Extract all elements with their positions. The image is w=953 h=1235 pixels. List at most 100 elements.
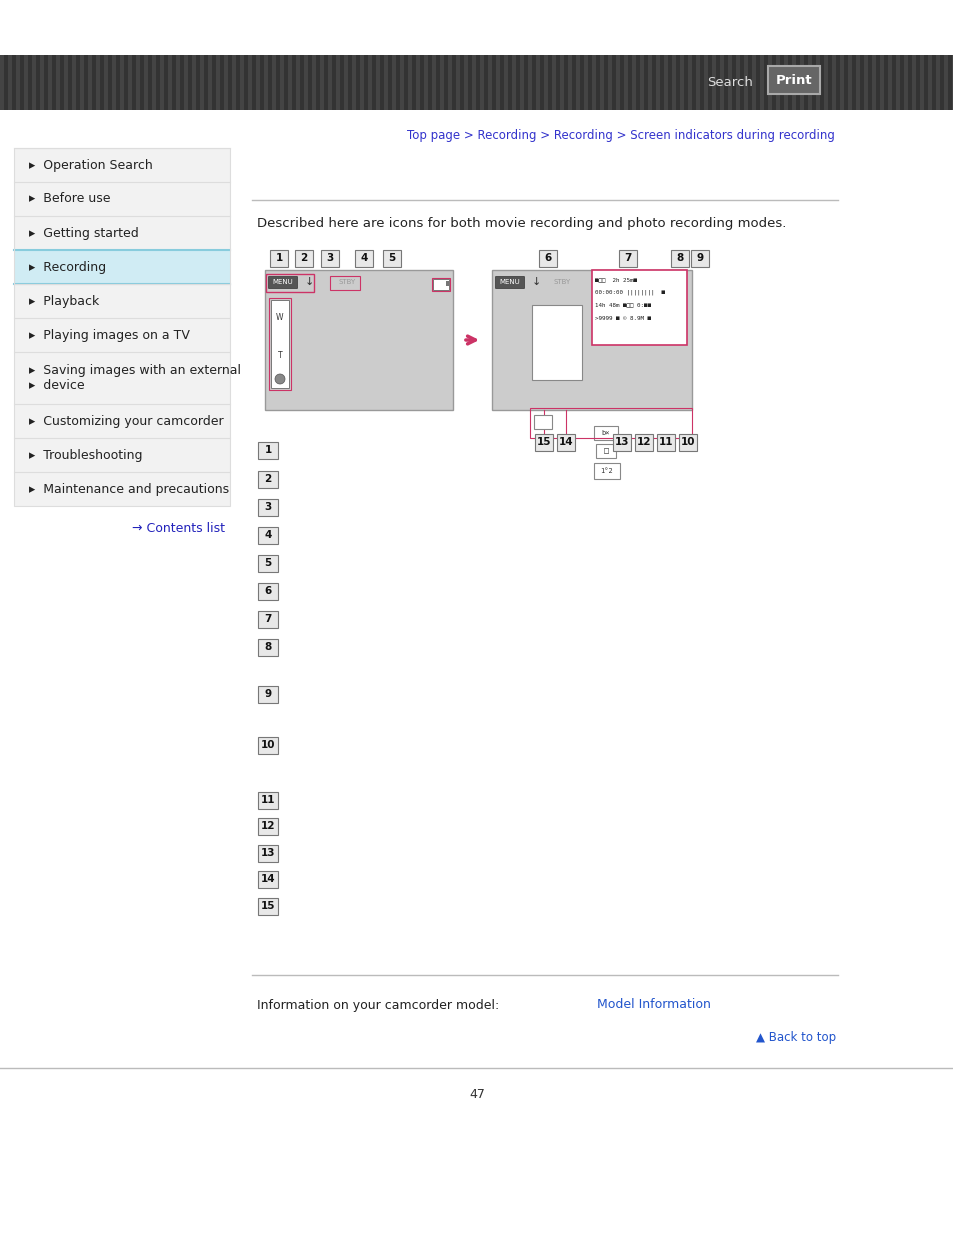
Text: b×: b× [601, 430, 610, 436]
Bar [16, 56, 20, 110]
Bar [763, 56, 767, 110]
Bar [208, 56, 212, 110]
Bar [599, 56, 603, 110]
Bar [257, 871, 277, 888]
Bar [395, 56, 399, 110]
Text: 11: 11 [260, 795, 275, 805]
Bar [28, 56, 32, 110]
Text: 13: 13 [614, 437, 629, 447]
Bar [14, 249, 230, 284]
Bar [747, 56, 751, 110]
Bar [787, 56, 791, 110]
Bar [835, 56, 840, 110]
Text: STBY: STBY [338, 279, 355, 285]
Bar [375, 56, 379, 110]
Text: ▸  Customizing your camcorder: ▸ Customizing your camcorder [29, 415, 223, 427]
Bar [895, 56, 899, 110]
Bar [364, 56, 368, 110]
Text: → Contents list: → Contents list [132, 521, 225, 535]
Bar [436, 56, 439, 110]
Text: ▸  device: ▸ device [29, 379, 85, 391]
Bar [899, 56, 903, 110]
Bar [552, 56, 556, 110]
Text: 9: 9 [264, 689, 272, 699]
Bar [523, 56, 527, 110]
Bar [255, 56, 260, 110]
Bar [180, 56, 184, 110]
Bar [257, 471, 277, 488]
Bar [252, 56, 255, 110]
Bar [392, 56, 395, 110]
Bar [152, 56, 156, 110]
Bar [388, 56, 392, 110]
Bar [563, 56, 567, 110]
Bar [399, 56, 403, 110]
Bar [172, 56, 175, 110]
Text: ↓: ↓ [304, 277, 314, 287]
Bar [220, 56, 224, 110]
Bar [492, 270, 691, 410]
Bar [368, 56, 372, 110]
Bar [703, 56, 707, 110]
Bar [594, 463, 619, 479]
Bar [344, 56, 348, 110]
Text: ▸  Troubleshooting: ▸ Troubleshooting [29, 448, 142, 462]
Bar [188, 56, 192, 110]
Bar [48, 56, 52, 110]
Bar [823, 56, 827, 110]
Text: 5: 5 [388, 253, 395, 263]
Bar [64, 56, 68, 110]
Text: >9999 ■ © 8.9M ■: >9999 ■ © 8.9M ■ [595, 315, 650, 321]
Text: MENU: MENU [499, 279, 519, 285]
Bar [80, 56, 84, 110]
Bar [359, 56, 364, 110]
Bar [132, 56, 136, 110]
Bar [923, 56, 927, 110]
Bar [128, 56, 132, 110]
Bar [636, 56, 639, 110]
Bar [24, 56, 28, 110]
Bar [348, 56, 352, 110]
Bar [295, 56, 299, 110]
Text: Top page > Recording > Recording > Screen indicators during recording: Top page > Recording > Recording > Scree… [407, 128, 834, 142]
Text: 12: 12 [636, 437, 651, 447]
Bar [264, 56, 268, 110]
Bar [423, 56, 428, 110]
Bar [707, 56, 711, 110]
Bar [257, 638, 277, 656]
Bar [268, 56, 272, 110]
Bar [623, 56, 627, 110]
Bar [144, 56, 148, 110]
Text: 2: 2 [300, 253, 307, 263]
Bar [288, 56, 292, 110]
Bar [403, 56, 408, 110]
Bar [240, 56, 244, 110]
Bar [14, 216, 230, 249]
Bar [512, 56, 516, 110]
Bar [32, 56, 36, 110]
Bar [613, 433, 630, 451]
Bar [596, 445, 616, 458]
Text: 4: 4 [360, 253, 367, 263]
Bar [432, 278, 450, 291]
Bar [496, 56, 499, 110]
Bar [679, 433, 697, 451]
Bar [257, 583, 277, 599]
Bar [416, 56, 419, 110]
Bar [235, 56, 240, 110]
Bar [8, 56, 12, 110]
Bar [382, 249, 400, 267]
Text: ▸  Before use: ▸ Before use [29, 193, 111, 205]
Bar [257, 526, 277, 543]
Bar [663, 56, 667, 110]
Bar [671, 56, 676, 110]
Bar [260, 56, 264, 110]
Bar [639, 56, 643, 110]
Bar [14, 182, 230, 216]
Bar [683, 56, 687, 110]
Bar [891, 56, 895, 110]
Bar [379, 56, 384, 110]
Bar [352, 56, 355, 110]
Text: 9: 9 [696, 253, 702, 263]
Bar [740, 56, 743, 110]
